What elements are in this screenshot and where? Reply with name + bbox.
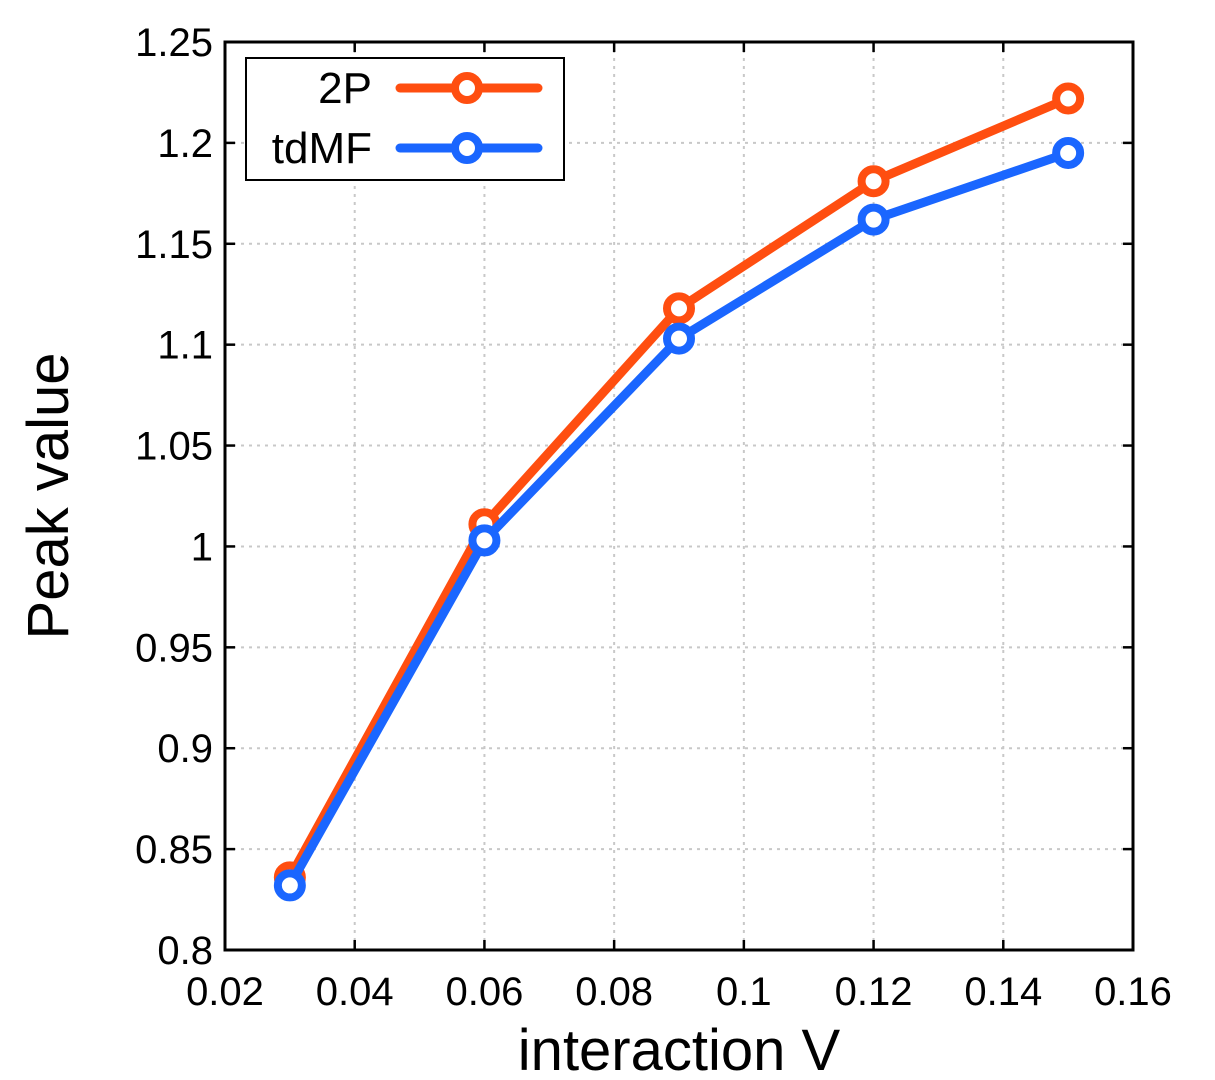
x-tick-label: 0.16 xyxy=(1094,970,1172,1014)
x-tick-labels: 0.02 0.04 0.06 0.08 0.1 0.12 0.14 0.16 xyxy=(186,970,1172,1014)
y-axis-title: Peak value xyxy=(16,353,81,640)
data-point xyxy=(857,203,890,236)
data-point xyxy=(663,292,695,325)
series-tdMF xyxy=(273,136,1085,902)
y-tick-label: 1.1 xyxy=(157,324,213,368)
x-tick-label: 0.02 xyxy=(186,970,264,1014)
y-tick-label: 1 xyxy=(191,525,213,569)
y-tick-label: 0.8 xyxy=(157,929,213,973)
legend-entry: 2P xyxy=(318,64,543,113)
series xyxy=(273,82,1085,902)
data-point xyxy=(273,869,306,902)
x-tick-label: 0.06 xyxy=(445,970,523,1014)
y-tick-labels: 0.8 0.85 0.9 0.95 1 1.05 1.1 1.15 1.2 1.25 xyxy=(135,21,213,973)
legend-box xyxy=(245,57,565,181)
series-2P xyxy=(273,82,1085,894)
legend-label: tdMF xyxy=(272,124,372,173)
data-point xyxy=(468,524,501,557)
data-point xyxy=(663,322,695,355)
data-point xyxy=(1052,136,1085,169)
y-tick-label: 1.15 xyxy=(135,223,213,267)
y-tick-label: 0.95 xyxy=(135,626,213,670)
y-tick-label: 1.2 xyxy=(157,122,213,166)
y-tick-label: 1.25 xyxy=(135,21,213,65)
data-point xyxy=(1052,82,1085,115)
legend-marker xyxy=(451,72,483,104)
x-tick-label: 0.04 xyxy=(316,970,394,1014)
legend-entry: tdMF xyxy=(272,124,543,173)
series-line xyxy=(285,93,1073,882)
y-tick-label: 1.05 xyxy=(135,425,213,469)
legend-marker xyxy=(451,132,483,164)
y-tick-label: 0.9 xyxy=(157,727,213,771)
x-axis-title: interaction V xyxy=(518,1018,841,1080)
x-tick-label: 0.08 xyxy=(575,970,653,1014)
data-point xyxy=(857,165,890,198)
plot-frame xyxy=(223,40,1135,952)
y-tick-label: 0.85 xyxy=(135,828,213,872)
series-line xyxy=(285,148,1073,890)
x-tick-label: 0.1 xyxy=(716,970,772,1014)
x-tick-label: 0.14 xyxy=(964,970,1042,1014)
legend: 2P tdMF xyxy=(245,57,565,181)
x-tick-label: 0.12 xyxy=(835,970,913,1014)
legend-label: 2P xyxy=(318,64,372,113)
